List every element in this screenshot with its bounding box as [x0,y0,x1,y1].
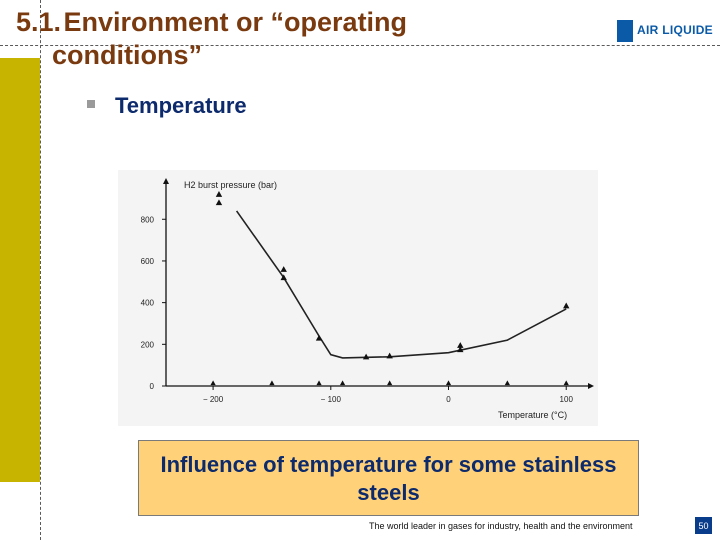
air-liquide-logo: AIR LIQUIDE [617,20,715,42]
axis-marker [316,380,322,386]
y-tick-label: 800 [141,215,155,224]
margin-guide [40,0,41,540]
burst-pressure-chart: 0 200 400 600 800 − 200 − 100 0 100 H2 burst pre… [141,178,594,420]
bullet-heading: Temperature [115,93,247,118]
y-tick-label: 200 [141,340,155,349]
data-point-marker [280,266,287,272]
x-tick-label: 100 [560,395,574,404]
axis-marker [445,380,452,386]
y-tick-label: 400 [141,299,155,308]
title-line-1: Environment or “operating [63,7,408,37]
data-point-marker [215,199,223,206]
axis-marker [339,380,346,386]
axis-marker [269,380,275,386]
header-divider [0,45,720,46]
burst-pressure-curve [235,210,567,359]
axis-marker [504,380,510,386]
data-point-marker [362,353,370,360]
data-point-marker [280,274,287,281]
logo-text: AIR LIQUIDE [637,23,713,37]
x-tick-label: − 100 [321,395,342,404]
square-bullet-icon [87,100,95,108]
slide-title: 5.1. Environment or “operating condition… [16,6,576,72]
data-point-marker [386,352,393,359]
axis-marker [387,380,393,386]
figure-caption: Influence of temperature for some stainl… [138,440,639,516]
page-number: 50 [695,517,712,534]
data-point-marker [457,346,464,353]
y-axis-arrow-icon [163,178,169,184]
data-point-marker [563,302,570,309]
logo-mark-icon [617,20,633,42]
data-point-marker [215,191,223,197]
accent-bar [0,58,40,482]
y-tick-label: 0 [150,382,155,391]
x-axis-arrow-icon [588,383,594,389]
data-point-marker [457,342,464,348]
section-number: 5.1. [16,7,62,37]
x-tick-label: − 200 [203,395,224,404]
y-tick-label: 600 [141,257,155,266]
y-axis-label: H2 burst pressure (bar) [184,180,277,190]
footer-tagline: The world leader in gases for industry, … [369,521,633,531]
x-tick-label: 0 [446,395,451,404]
title-line-2: conditions” [52,40,202,70]
axis-marker [210,380,216,386]
axis-marker [563,380,569,386]
chart-panel: 0 200 400 600 800 − 200 − 100 0 100 H2 burst pre… [118,170,598,426]
x-axis-label: Temperature (°C) [498,410,567,420]
data-point-marker [315,334,323,341]
